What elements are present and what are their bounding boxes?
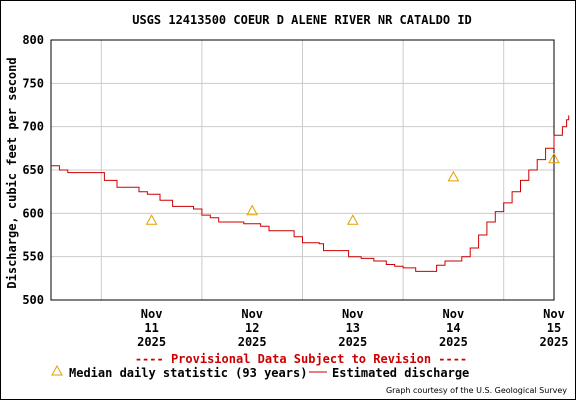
x-tick-label: Nov 15 2025 <box>540 307 569 349</box>
discharge-line <box>51 115 570 272</box>
y-tick-label: 500 <box>22 293 44 307</box>
x-tick-label: Nov 12 2025 <box>238 307 267 349</box>
series <box>51 115 570 272</box>
y-tick-label: 700 <box>22 120 44 134</box>
y-axis-label: Discharge, cubic feet per second <box>5 57 19 288</box>
x-tick-label: Nov 14 2025 <box>439 307 468 349</box>
median-marker <box>346 214 359 225</box>
median-marker <box>548 152 560 164</box>
legend-estimated-label: Estimated discharge <box>332 366 469 380</box>
legend: Median daily statistic (93 years) Estima… <box>51 364 469 380</box>
median-marker <box>145 214 158 225</box>
x-tick-label: Nov 13 2025 <box>338 307 367 349</box>
plot-area-border <box>50 39 555 301</box>
legend-median-label: Median daily statistic (93 years) <box>69 366 307 380</box>
legend-median-marker <box>51 364 63 376</box>
chart-title: USGS 12413500 COEUR D ALENE RIVER NR CAT… <box>132 13 472 27</box>
y-tick-label: 600 <box>22 206 44 220</box>
y-tick-label: 800 <box>22 33 44 47</box>
credit-text: Graph courtesy of the U.S. Geological Su… <box>386 386 567 395</box>
median-marker <box>447 170 460 182</box>
x-tick-labels: Nov 11 2025 Nov 12 2025 Nov 13 2025 Nov 14 2025 Nov 1… <box>137 307 568 349</box>
y-tick-label: 750 <box>22 76 44 90</box>
x-tick-label: Nov 11 2025 <box>137 307 166 349</box>
grid <box>51 40 554 300</box>
y-tick-label: 550 <box>22 250 44 264</box>
median-marker <box>246 204 259 216</box>
y-tick-labels: 500 550 600 650 700 750 800 <box>22 33 44 307</box>
provisional-banner: ---- Provisional Data Subject to Revisio… <box>135 352 467 366</box>
y-tick-label: 650 <box>22 163 44 177</box>
